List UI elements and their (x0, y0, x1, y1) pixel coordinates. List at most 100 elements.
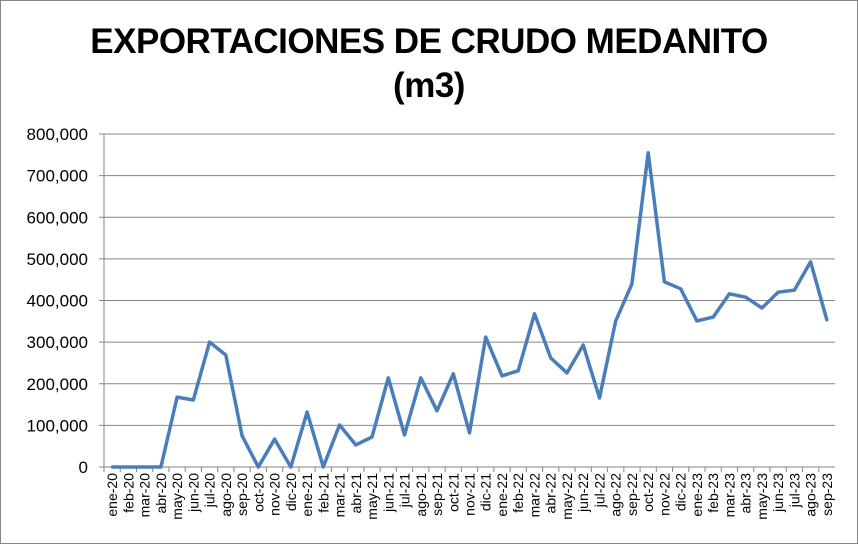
data-point (208, 340, 212, 344)
data-point (630, 282, 634, 286)
data-point (484, 335, 488, 339)
data-point (224, 353, 228, 357)
data-point (191, 398, 195, 402)
data-point (679, 287, 683, 291)
x-tick-label: may-22 (559, 473, 575, 520)
data-point (143, 465, 147, 469)
x-tick-label: nov-22 (656, 473, 672, 516)
data-point (273, 437, 277, 441)
x-tick-label: feb-23 (705, 473, 721, 513)
x-tick-label: mar-20 (137, 473, 153, 518)
x-tick-label: ene-22 (494, 473, 510, 517)
data-point (321, 465, 325, 469)
data-point (809, 260, 813, 264)
x-tick-label: mar-23 (721, 473, 737, 518)
data-point (565, 371, 569, 375)
y-tick-label: 100,000 (27, 416, 88, 435)
x-tick-label: feb-21 (315, 473, 331, 513)
x-tick-label: jun-23 (770, 473, 786, 513)
data-point (792, 288, 796, 292)
x-tick-label: abr-21 (348, 473, 364, 514)
data-point (614, 319, 618, 323)
data-point (175, 395, 179, 399)
y-tick-label: 700,000 (27, 167, 88, 186)
x-tick-label: ago-22 (608, 473, 624, 517)
x-tick-label: dic-20 (283, 473, 299, 511)
y-tick-label: 500,000 (27, 250, 88, 269)
chart-title-line1: EXPORTACIONES DE CRUDO MEDANITO (90, 22, 768, 61)
x-tick-label: ene-20 (104, 473, 120, 517)
x-tick-label: nov-20 (267, 473, 283, 516)
x-tick-label: mar-22 (526, 473, 542, 518)
x-tick-label: oct-22 (640, 473, 656, 512)
x-tick-label: jul-22 (591, 473, 607, 508)
data-point (370, 435, 374, 439)
data-point (711, 315, 715, 319)
series-line (112, 150, 829, 469)
x-tick-label: sep-23 (819, 473, 835, 516)
data-point (532, 312, 536, 316)
y-tick-label: 800,000 (27, 125, 88, 144)
x-tick-label: may-20 (169, 473, 185, 520)
chart-title-line2: (m3) (393, 66, 465, 105)
x-tick-label: jun-22 (575, 473, 591, 513)
x-tick-label: abr-22 (543, 473, 559, 514)
data-point (581, 343, 585, 347)
data-point (744, 295, 748, 299)
data-point (305, 410, 309, 414)
data-point (110, 465, 114, 469)
x-tick-label: oct-21 (445, 473, 461, 512)
x-tick-label: sep-20 (234, 473, 250, 516)
x-tick-label: jul-21 (397, 473, 413, 508)
data-point (419, 376, 423, 380)
x-tick-label: may-21 (364, 473, 380, 520)
y-tick-label: 300,000 (27, 333, 88, 352)
data-point (597, 396, 601, 400)
x-tick-label: may-23 (754, 473, 770, 520)
x-tick-label: sep-21 (429, 473, 445, 516)
data-point (435, 409, 439, 413)
data-point (468, 431, 471, 435)
x-tick-label: abr-20 (153, 473, 169, 514)
data-point (159, 465, 163, 469)
x-tick-label: jun-20 (185, 473, 201, 513)
data-point (256, 465, 260, 469)
x-tick-label: ago-20 (218, 473, 234, 517)
x-tick-label: dic-22 (673, 473, 689, 511)
data-point (500, 374, 504, 378)
x-tick-label: jun-21 (380, 473, 396, 513)
data-point (451, 372, 455, 376)
data-point (760, 306, 764, 310)
x-tick-label: ago-23 (803, 473, 819, 517)
x-tick-label: feb-22 (510, 473, 526, 513)
data-point (126, 465, 130, 469)
y-tick-label: 0 (79, 458, 88, 477)
data-point (403, 433, 407, 437)
y-tick-label: 600,000 (27, 208, 88, 227)
data-point (549, 356, 553, 360)
data-point (338, 423, 342, 427)
x-tick-label: ene-21 (299, 473, 315, 517)
y-tick-label: 200,000 (27, 375, 88, 394)
x-tick-label: abr-23 (738, 473, 754, 514)
y-tick-label: 400,000 (27, 292, 88, 311)
x-tick-label: oct-20 (250, 473, 266, 512)
x-tick-label: feb-20 (120, 473, 136, 513)
data-point (240, 434, 244, 438)
x-tick-label: jul-20 (202, 473, 218, 508)
x-tick-label: dic-21 (478, 473, 494, 511)
x-tick-label: sep-22 (624, 473, 640, 516)
x-tick-label: jul-23 (786, 473, 802, 508)
data-point (825, 318, 829, 322)
data-point (646, 151, 650, 155)
data-point (354, 443, 358, 447)
x-tick-label: nov-21 (462, 473, 478, 516)
data-point (386, 376, 390, 380)
x-tick-label: ene-23 (689, 473, 705, 517)
data-point (289, 465, 293, 469)
data-point (727, 292, 731, 296)
data-point (662, 280, 666, 284)
x-tick-label: ago-21 (413, 473, 429, 517)
data-point (695, 319, 699, 323)
